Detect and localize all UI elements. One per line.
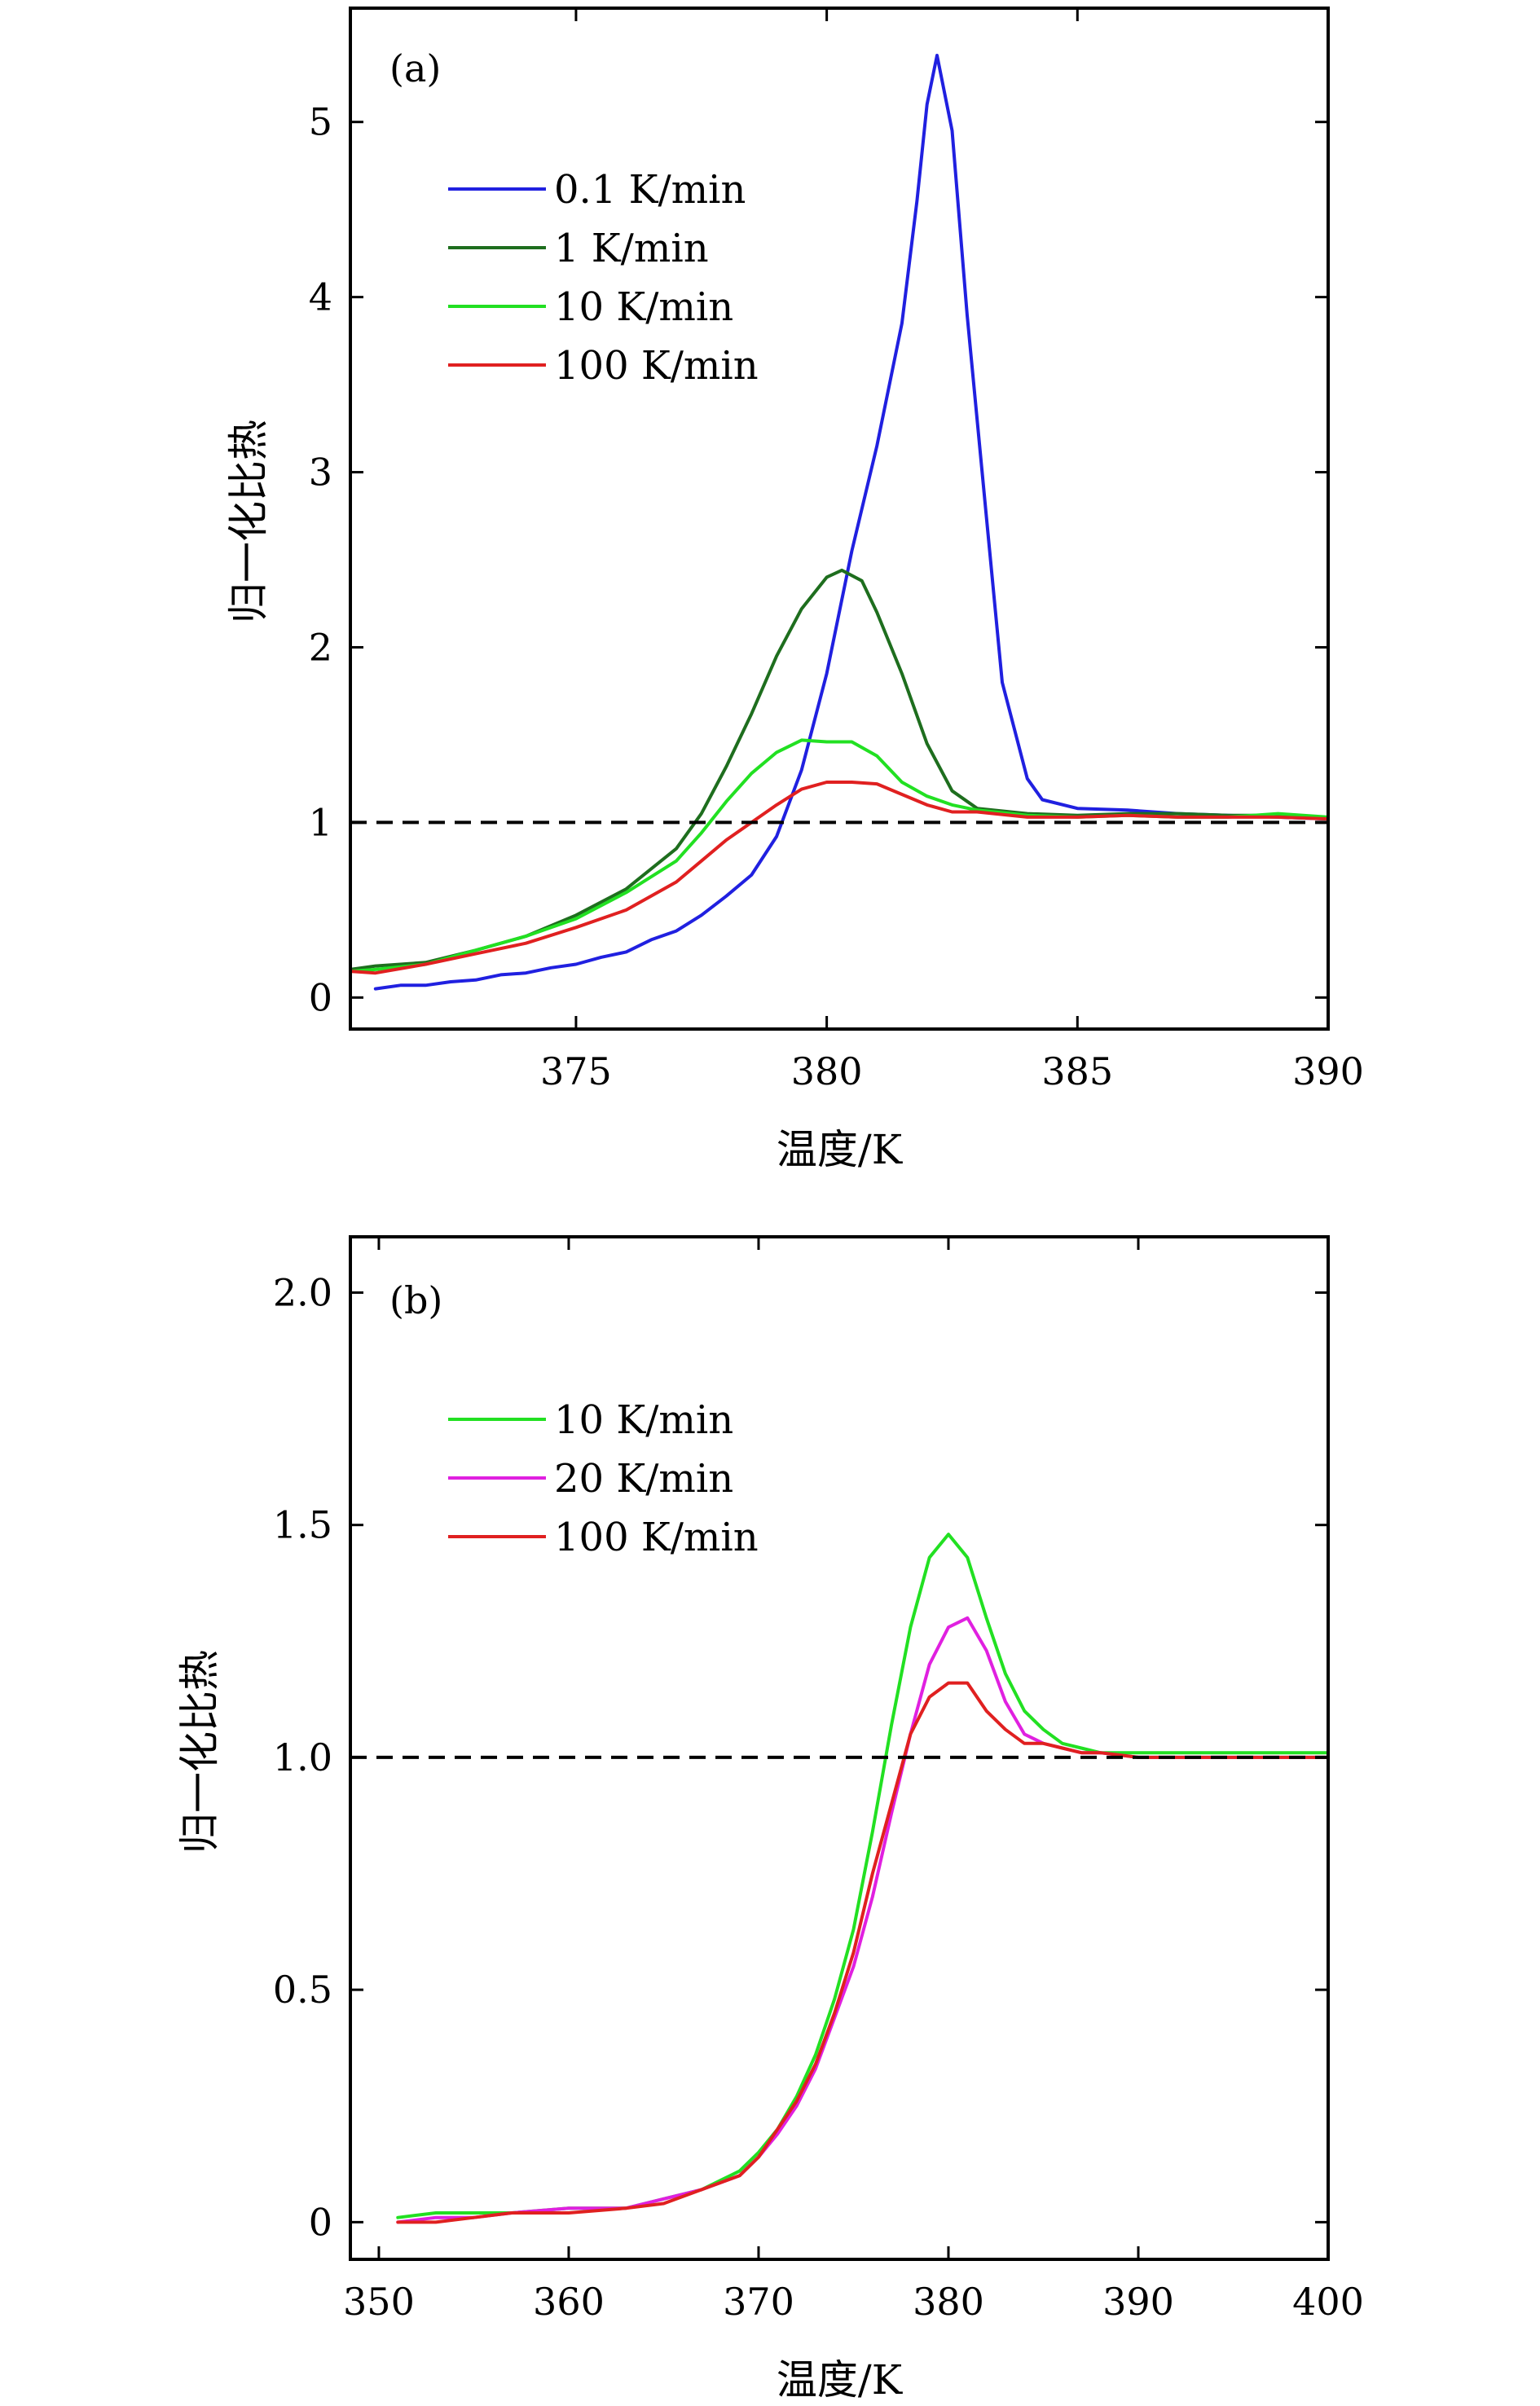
panel-b-x-tick-label-4: 390 — [1102, 2280, 1174, 2324]
panel-b-legend-label-0: 10 K/min — [554, 1397, 733, 1443]
panel-b-x-tick-label-5: 400 — [1292, 2280, 1364, 2324]
panel-a-x-tick-label-0: 375 — [540, 1049, 612, 1093]
panel-a-series-line-0 — [373, 54, 1330, 991]
panel-b-x-tick-label-0: 350 — [343, 2280, 415, 2324]
panel-a-series-line-1 — [349, 568, 1330, 971]
panel-b-plot-frame — [349, 1235, 1330, 2261]
panel-b-x-tick-label-3: 380 — [913, 2280, 984, 2324]
panel-b-x-tick-label-2: 370 — [723, 2280, 794, 2324]
panel-a-legend-label-1: 1 K/min — [554, 226, 709, 271]
panel-a-ticks: 375 380 385 390 0 1 2 3 4 5 — [309, 8, 1364, 1093]
panel-b-x-tick-label-1: 360 — [533, 2280, 605, 2324]
panel-a-label: (a) — [389, 46, 441, 90]
panel-b-series-line-1 — [396, 1616, 1330, 2224]
panel-b-legend-label-2: 100 K/min — [554, 1515, 759, 1560]
panel-a-x-tick-label-3: 390 — [1292, 1049, 1364, 1093]
panel-b-x-axis-title: 温度/K — [777, 2356, 904, 2404]
panel-b-legend-label-1: 20 K/min — [554, 1456, 733, 1502]
panel-b-series-line-0 — [396, 1533, 1330, 2219]
panel-b-legend: 10 K/min 20 K/min 100 K/min — [448, 1397, 759, 1560]
panel-a-y-tick-label-4: 4 — [309, 275, 332, 319]
panel-a-series — [349, 54, 1330, 991]
panel-a-x-tick-label-1: 380 — [791, 1049, 863, 1093]
panel-b-y-tick-label-3: 1.5 — [273, 1503, 332, 1547]
panel-b-y-axis-title: 归一化比热 — [176, 1650, 223, 1854]
panel-b-y-tick-label-0: 0 — [309, 2200, 332, 2244]
panel-a-legend-label-3: 100 K/min — [554, 343, 759, 389]
panel-a-x-axis-title: 温度/K — [777, 1126, 904, 1173]
panel-a: 375 380 385 390 0 1 2 3 4 5 (a) 0.1 K/min 1 K/min 1… — [225, 7, 1364, 1173]
panel-a-y-tick-label-1: 1 — [309, 800, 332, 844]
panel-b-series — [396, 1533, 1330, 2224]
panel-a-y-tick-label-5: 5 — [309, 100, 332, 144]
panel-b-y-tick-label-1: 0.5 — [273, 1968, 332, 2012]
panel-a-y-tick-label-3: 3 — [309, 451, 332, 495]
panel-a-series-line-2 — [349, 738, 1330, 974]
panel-a-series-line-3 — [349, 781, 1330, 975]
panel-a-y-tick-label-0: 0 — [309, 975, 332, 1019]
panel-a-plot-frame — [349, 7, 1330, 1031]
panel-a-legend-label-0: 0.1 K/min — [554, 167, 746, 213]
panel-b-ticks: 350 360 370 380 390 400 0 0.5 1.0 1.5 2.0 — [273, 1237, 1364, 2324]
panel-a-legend-label-2: 10 K/min — [554, 284, 733, 330]
panel-b-y-tick-label-4: 2.0 — [273, 1270, 332, 1314]
panel-b-label: (b) — [389, 1278, 442, 1322]
panel-a-x-tick-label-2: 385 — [1041, 1049, 1113, 1093]
panel-a-y-tick-label-2: 2 — [309, 625, 332, 669]
panel-b: 350 360 370 380 390 400 0 0.5 1.0 1.5 2.0 (b) 10 K… — [176, 1235, 1364, 2404]
panel-a-legend: 0.1 K/min 1 K/min 10 K/min 100 K/min — [448, 167, 759, 389]
panel-b-y-tick-label-2: 1.0 — [273, 1735, 332, 1779]
panel-a-y-axis-title: 归一化比热 — [225, 420, 272, 623]
panel-b-series-line-2 — [396, 1681, 1330, 2224]
